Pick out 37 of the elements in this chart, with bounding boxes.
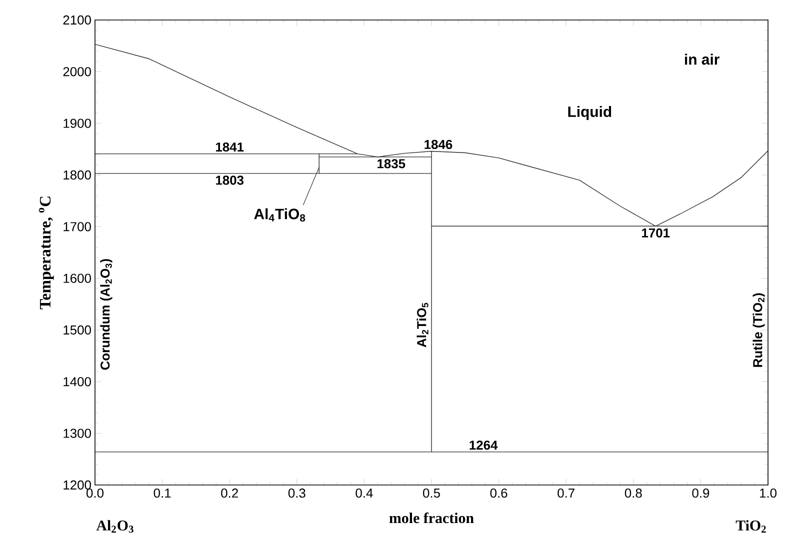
y-tick-label: 1700 [64,222,91,232]
annotation: in air [685,54,720,65]
y-tick-label: 2000 [63,67,91,76]
y-tick-label: 1200 [64,480,91,490]
y-axis-title: Temperature, $^{o}$C [38,196,54,310]
annotation: 1835 [378,159,406,168]
annotation: 1701 [642,228,670,238]
x-tick-label: 0.1 [154,488,171,498]
text: Al$_{2}$O$_{3}$ [96,520,134,533]
annotation: 1264 [470,440,498,450]
y-tick-label: 1500 [64,325,91,335]
x-tick-label: 0.5 [423,488,440,498]
annotation: Corundum (Al$_{2}$O$_{3}$) [100,259,112,370]
annotation: 1803 [216,176,244,185]
y-tick-label: 1400 [64,377,91,386]
annotation: Al$_{4}$TiO$_{8}$ [254,208,306,222]
x-tick-label: 0.6 [490,488,508,498]
x-tick-label: 0.8 [624,488,642,498]
y-tick-label: 1900 [64,118,91,128]
x-tick-label: 0.4 [356,488,373,498]
annotation: Liquid [568,106,612,120]
x-tick-label: 0.3 [288,488,306,498]
annotation: 1846 [424,140,452,150]
x-tick-label: 0.2 [221,488,238,498]
y-tick-label: 2100 [63,15,91,25]
text: TiO$_{2}$ [736,520,766,533]
x-tick-label: 1.0 [760,488,777,498]
x-axis-title: mole fraction [389,512,474,524]
annotation: 1841 [216,142,244,152]
y-tick-label: 1600 [64,274,91,283]
x-tick-label: 0.0 [86,488,104,498]
y-tick-label: 1800 [64,170,91,180]
x-tick-label: 0.7 [558,488,574,498]
x-tick-label: 0.9 [692,488,710,498]
annotation: Rutile (TiO$_{2}$) [752,293,765,367]
y-tick-label: 1300 [64,428,91,438]
annotation: Al$_{2}$TiO$_{5}$ [416,302,428,348]
